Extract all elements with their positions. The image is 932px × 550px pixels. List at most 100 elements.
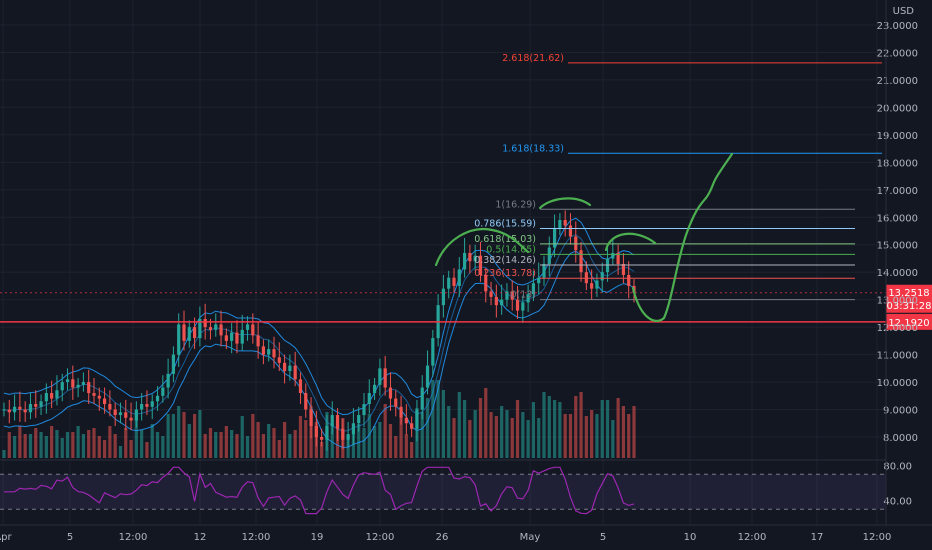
volume-bar: [383, 404, 387, 458]
candle-body: [76, 384, 80, 388]
volume-bar: [23, 434, 27, 458]
candle-body: [462, 252, 467, 270]
volume-bar: [351, 434, 356, 458]
time-tick-label: 19: [311, 532, 324, 543]
candle-body: [272, 349, 276, 358]
candle-body: [28, 404, 33, 413]
last-price-box: [886, 284, 932, 313]
candle-body: [97, 395, 101, 399]
volume-bar: [251, 414, 255, 458]
volume-bar: [436, 380, 440, 458]
volume-bar: [441, 390, 446, 458]
volume-bar: [563, 414, 567, 458]
candle-body: [245, 324, 250, 330]
volume-bar: [547, 396, 551, 458]
candle-body: [150, 401, 154, 407]
fib-label: 1.618(18.33): [502, 143, 564, 154]
candle-body: [230, 332, 234, 341]
volume-bar: [256, 422, 260, 458]
candle-body: [102, 398, 107, 405]
candle-body: [155, 395, 160, 402]
candle-body: [113, 409, 117, 416]
candle-body: [182, 324, 186, 341]
candlesticks[interactable]: [2, 210, 636, 451]
right-shoulder-arc: [604, 232, 657, 252]
volume-bar: [457, 392, 461, 458]
candle-body: [584, 272, 588, 284]
candle-body: [552, 228, 557, 248]
volume-bar: [155, 432, 160, 458]
candle-body: [611, 252, 615, 259]
candle-body: [468, 252, 472, 262]
volume-bar: [484, 388, 488, 458]
candle-body: [166, 373, 170, 388]
volume-bar: [595, 414, 599, 458]
volume-bar: [478, 398, 483, 458]
time-tick-label: 12:00: [738, 532, 767, 543]
rsi-pane: 80.00 40.00: [0, 462, 912, 515]
head-arc: [538, 197, 592, 210]
volume-bar: [76, 426, 80, 458]
volume-bar: [526, 420, 530, 458]
volume-bar: [129, 440, 133, 458]
last-price-value: 13.2518: [888, 288, 929, 299]
volume-bar: [12, 436, 17, 458]
candle-body: [367, 393, 371, 405]
volume-bar: [140, 430, 144, 458]
volume-bar: [214, 432, 218, 458]
volume-bar: [87, 430, 91, 458]
candle-body: [60, 382, 64, 391]
time-tick-label: 17: [811, 532, 824, 543]
volume-bar: [431, 380, 435, 458]
volume-bar: [177, 406, 181, 458]
volume-bar: [500, 406, 504, 458]
price-tick-label: 10.0000: [877, 378, 918, 389]
volume-bar: [224, 426, 228, 458]
candle-body: [198, 318, 202, 339]
candle-body: [346, 434, 350, 440]
price-tick-label: 23.0000: [877, 21, 918, 32]
candle-body: [563, 220, 567, 226]
candle-body: [108, 404, 112, 410]
candle-body: [34, 404, 38, 407]
volume-bar: [134, 414, 138, 458]
fibonacci-levels[interactable]: 2.618(21.62) 1.618(18.33) 1(16.29) 0.786(15…: [474, 53, 882, 301]
candle-body: [420, 387, 424, 410]
volume-bar: [574, 396, 578, 458]
candle-body: [129, 417, 133, 421]
volume-bar: [298, 416, 303, 458]
volume-bar: [468, 420, 472, 458]
candle-body: [335, 415, 340, 429]
volume-bar: [605, 400, 610, 458]
volume-bar: [552, 400, 557, 458]
volume-bar: [542, 392, 546, 458]
fib-label: 0.382(14.26): [474, 255, 536, 266]
candle-body: [235, 332, 239, 344]
candle-body: [579, 250, 583, 273]
candle-body: [526, 294, 530, 303]
candle-body: [542, 263, 546, 278]
candle-body: [145, 404, 149, 407]
volume-bar: [240, 416, 244, 458]
candle-body: [92, 393, 96, 396]
candle-body: [378, 368, 382, 385]
candle-body: [124, 412, 128, 418]
price-tick-label: 18.0000: [877, 158, 918, 169]
hand-drawn-annotations[interactable]: [434, 152, 734, 322]
candle-body: [177, 324, 181, 355]
candle-body: [431, 338, 435, 366]
price-tick-label: 12.0000: [877, 323, 918, 334]
volume-bar: [452, 418, 456, 458]
candle-body: [118, 412, 123, 416]
rsi-tick-label: 80.00: [883, 462, 912, 473]
volume-bar: [230, 430, 234, 458]
candle-body: [590, 283, 594, 289]
candle-body: [452, 277, 456, 286]
candle-body: [23, 409, 27, 413]
volume-bar: [357, 424, 361, 458]
currency-label: USD: [893, 6, 915, 17]
horizontal-levels[interactable]: 13.2518 03:31:28 12.1920: [0, 284, 932, 330]
volume-bar: [81, 434, 86, 458]
